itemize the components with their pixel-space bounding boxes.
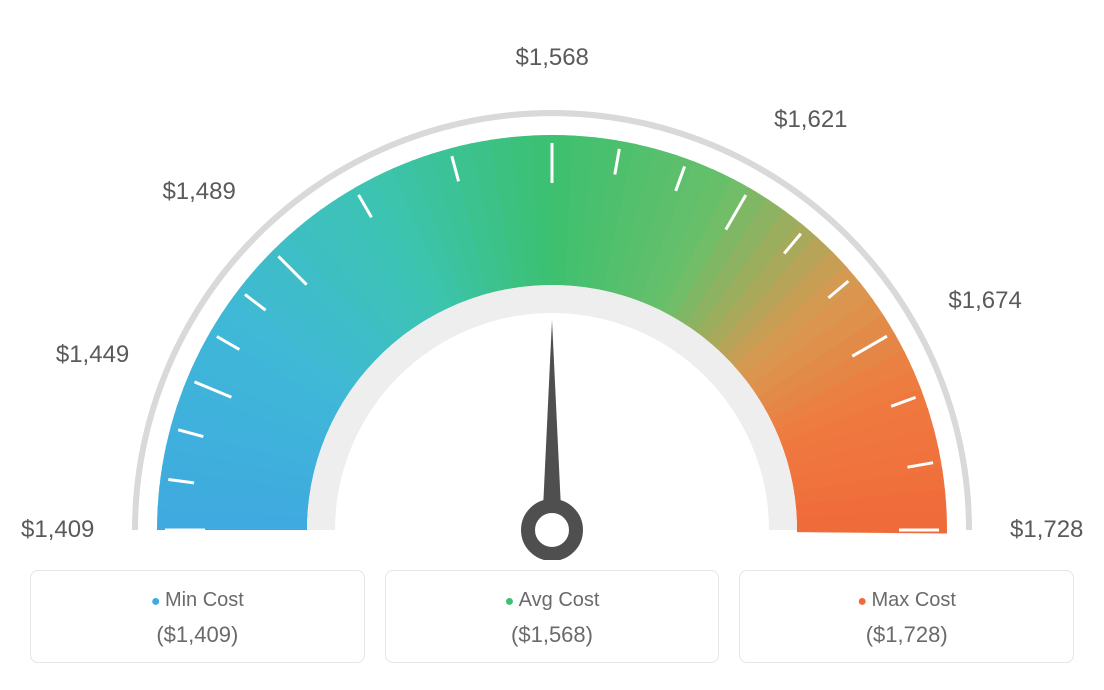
summary-cards: Min Cost ($1,409) Avg Cost ($1,568) Max …	[0, 570, 1104, 663]
max-cost-value: ($1,728)	[750, 622, 1063, 648]
min-cost-card: Min Cost ($1,409)	[30, 570, 365, 663]
gauge-chart	[0, 0, 1104, 560]
gauge-tick-label: $1,568	[516, 44, 589, 72]
gauge-tick-label: $1,449	[56, 341, 129, 369]
min-cost-value: ($1,409)	[41, 622, 354, 648]
min-cost-label: Min Cost	[41, 589, 354, 612]
gauge-tick-label: $1,409	[21, 516, 94, 544]
gauge-tick-label: $1,489	[162, 178, 235, 206]
max-cost-card: Max Cost ($1,728)	[739, 570, 1074, 663]
avg-cost-label: Avg Cost	[396, 589, 709, 612]
gauge-container: $1,409 $1,449 $1,489 $1,568 $1,621 $1,674 $1,7…	[0, 0, 1104, 560]
gauge-tick-label: $1,728	[1010, 516, 1083, 544]
gauge-tick-label: $1,621	[774, 106, 847, 134]
avg-cost-value: ($1,568)	[396, 622, 709, 648]
gauge-tick-label: $1,674	[948, 287, 1021, 315]
avg-cost-card: Avg Cost ($1,568)	[385, 570, 720, 663]
max-cost-label: Max Cost	[750, 589, 1063, 612]
